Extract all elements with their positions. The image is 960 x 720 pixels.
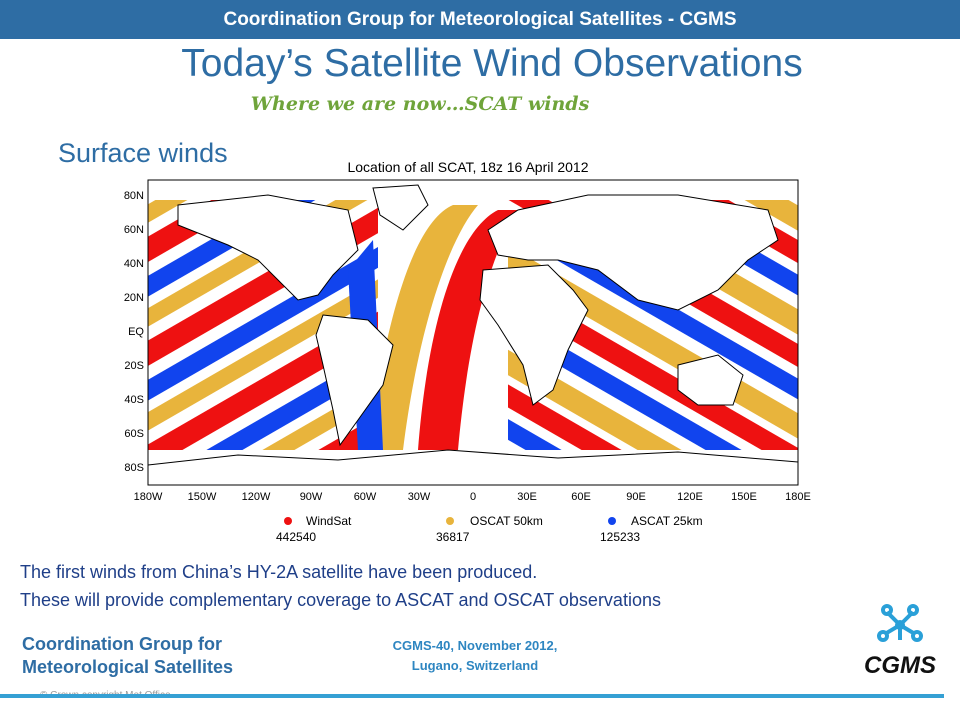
lat-tick-label: 20S: [124, 360, 144, 372]
footer-org-line-1: Coordination Group for: [22, 634, 222, 654]
lon-tick-label: 60W: [354, 491, 377, 503]
footer-meeting-info: CGMS-40, November 2012, Lugano, Switzerl…: [345, 636, 605, 676]
satellite-network-icon: [877, 604, 923, 642]
lat-tick-label: 40N: [124, 258, 144, 270]
slide-title: Today’s Satellite Wind Observations: [181, 42, 803, 85]
europe-asia-shape: [487, 194, 779, 311]
greenland-shape: [372, 184, 429, 231]
legend-count-oscat: 36817: [436, 530, 470, 544]
lon-tick-label: 150W: [188, 491, 217, 503]
slide-subtitle: Where we are now…SCAT winds: [250, 93, 590, 115]
lon-tick-label: 90W: [300, 491, 323, 503]
lat-tick-label: 80S: [124, 462, 144, 474]
legend-label-windsat: WindSat: [306, 514, 352, 528]
map-title: Location of all SCAT, 18z 16 April 2012: [347, 159, 588, 175]
copyright-text: © Crown copyright Met Office: [40, 690, 171, 697]
footer-org-name: Coordination Group for Meteorological Sa…: [22, 633, 233, 679]
swath-arc-oscat: [368, 205, 478, 450]
header-bar-text: Coordination Group for Meteorological Sa…: [223, 9, 737, 30]
legend-count-ascat: 125233: [600, 530, 640, 544]
lon-tick-label: 30E: [517, 491, 537, 503]
australia-shape: [677, 354, 744, 406]
north-america-shape: [177, 194, 359, 301]
legend-count-windsat: 442540: [276, 530, 316, 544]
lon-tick-label: 0: [470, 491, 476, 503]
swath-arc-windsat: [418, 210, 518, 450]
antarctica-shape: [148, 449, 798, 485]
south-america-shape: [315, 314, 394, 447]
lon-tick-label: 90E: [626, 491, 646, 503]
section-label: Surface winds: [58, 138, 228, 168]
lon-tick-label: 30W: [408, 491, 431, 503]
lat-tick-label: 60S: [124, 428, 144, 440]
cgms-logo: CGMS: [855, 600, 945, 680]
lon-tick-label: 180W: [134, 491, 163, 503]
cgms-logo-text: CGMS: [864, 652, 936, 679]
legend-dot-ascat: [608, 517, 616, 525]
lon-tick-label: 150E: [731, 491, 757, 503]
lat-tick-label: 20N: [124, 292, 144, 304]
legend-label-ascat: ASCAT 25km: [631, 514, 703, 528]
africa-shape: [479, 264, 589, 406]
lat-tick-label: 60N: [124, 224, 144, 236]
body-text-line-1: The first winds from China’s HY-2A satel…: [20, 562, 538, 582]
footer-meeting-line-1: CGMS-40, November 2012,: [392, 638, 558, 653]
body-text-line-2: These will provide complementary coverag…: [20, 590, 661, 610]
footer-meeting-line-2: Lugano, Switzerland: [411, 658, 539, 673]
lon-tick-label: 180E: [785, 491, 811, 503]
lon-tick-label: 120W: [242, 491, 271, 503]
footer-divider: [0, 694, 944, 698]
lat-tick-label: 40S: [124, 394, 144, 406]
lat-tick-label: 80N: [124, 190, 144, 202]
lon-tick-label: 60E: [571, 491, 591, 503]
legend-dot-windsat: [284, 517, 292, 525]
footer-org-line-2: Meteorological Satellites: [22, 657, 234, 677]
legend-label-oscat: OSCAT 50km: [470, 514, 543, 528]
lon-tick-label: 120E: [677, 491, 703, 503]
legend-dot-oscat: [446, 517, 454, 525]
header-bar: Coordination Group for Meteorological Sa…: [0, 0, 960, 39]
lat-tick-label: EQ: [128, 326, 144, 338]
scat-map-figure: Location of all SCAT, 18z 16 April 2012: [118, 150, 828, 560]
